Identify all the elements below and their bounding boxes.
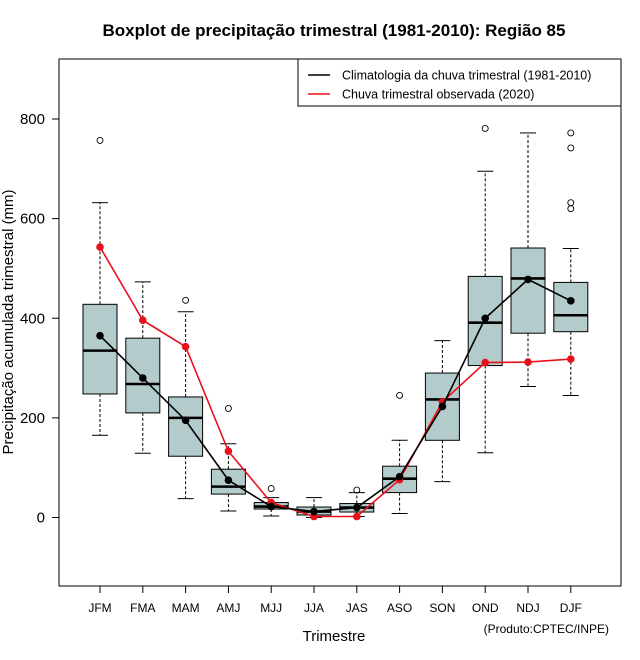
chart-title: Boxplot de precipitação trimestral (1981… <box>103 21 566 40</box>
box-iqr <box>82 303 118 395</box>
legend-label: Climatologia da chuva trimestral (1981-2… <box>342 69 591 83</box>
outlier-point <box>567 129 575 137</box>
series-point <box>267 502 276 511</box>
series-line <box>99 278 572 513</box>
series-point <box>481 358 490 367</box>
credit-note: (Produto:CPTEC/INPE) <box>484 622 609 636</box>
outlier-point <box>96 136 104 144</box>
x-tick-label: MAM <box>172 601 200 615</box>
series-point <box>481 314 490 323</box>
series-point <box>181 342 190 351</box>
series-point <box>438 402 447 411</box>
outlier-point <box>267 485 275 493</box>
outlier-point <box>567 144 575 152</box>
series-point <box>524 358 532 366</box>
series-line <box>99 246 571 518</box>
x-tick-label: DJF <box>560 601 582 615</box>
series-point <box>96 243 104 251</box>
outlier-point <box>567 205 575 213</box>
series-point <box>395 472 404 481</box>
y-tick-label: 800 <box>20 111 45 128</box>
x-tick-label: ASO <box>387 601 412 615</box>
series-point <box>224 476 233 484</box>
y-axis-label: Precipitação acumulada trimestral (mm) <box>0 189 17 454</box>
observed-series <box>96 243 575 521</box>
series-point <box>310 507 318 516</box>
box-OND <box>467 125 503 454</box>
box-iqr <box>168 396 204 457</box>
outlier-point <box>567 199 575 207</box>
legend-box <box>297 58 622 107</box>
y-tick-label: 0 <box>37 510 45 527</box>
boxes <box>82 125 589 518</box>
y-axis: 0 200 400 600 800 <box>20 111 59 527</box>
series-point <box>567 297 575 305</box>
series-point <box>96 331 104 340</box>
x-tick-label: SON <box>429 601 455 615</box>
series-point <box>524 275 532 284</box>
x-axis: JFM FMA MAM AMJ MJJ JJA JAS ASO SON OND NDJ DJF <box>88 586 582 615</box>
legend-label: Chuva trimestral observada (2020) <box>342 88 534 102</box>
x-tick-label: MJJ <box>260 601 282 615</box>
x-tick-label: OND <box>472 601 499 615</box>
outlier-point <box>224 404 232 412</box>
outlier-point <box>396 392 404 399</box>
x-tick-label: JFM <box>88 601 111 615</box>
box-NDJ <box>510 132 546 387</box>
outlier-point <box>353 486 361 494</box>
box-JAS <box>339 486 375 518</box>
y-tick-label: 400 <box>20 310 45 327</box>
box-SON <box>424 340 460 483</box>
y-tick-label: 200 <box>20 410 45 427</box>
box-ASO <box>382 392 418 515</box>
x-tick-label: FMA <box>130 601 155 615</box>
x-tick-label: JAS <box>346 601 368 615</box>
box-MAM <box>168 296 204 500</box>
box-iqr <box>553 281 589 333</box>
series-point <box>139 374 147 382</box>
outlier-point <box>481 125 489 132</box>
x-axis-label: Trimestre <box>303 628 366 645</box>
box-DJF <box>553 129 589 396</box>
series-point <box>181 416 190 425</box>
series-point <box>567 355 575 363</box>
box-FMA <box>125 281 161 454</box>
series-point <box>139 316 147 325</box>
series-point <box>353 512 361 521</box>
series-lines <box>96 243 575 521</box>
x-tick-label: AMJ <box>216 601 240 615</box>
series-point <box>224 447 233 456</box>
legend: Climatologia da chuva trimestral (1981-2… <box>297 58 622 107</box>
series-point <box>353 503 361 512</box>
climatology-series <box>96 275 575 516</box>
x-tick-label: JJA <box>304 601 324 615</box>
box-JFM <box>82 136 118 436</box>
x-tick-label: NDJ <box>516 601 539 615</box>
y-tick-label: 600 <box>20 211 45 228</box>
outlier-point <box>182 296 190 304</box>
